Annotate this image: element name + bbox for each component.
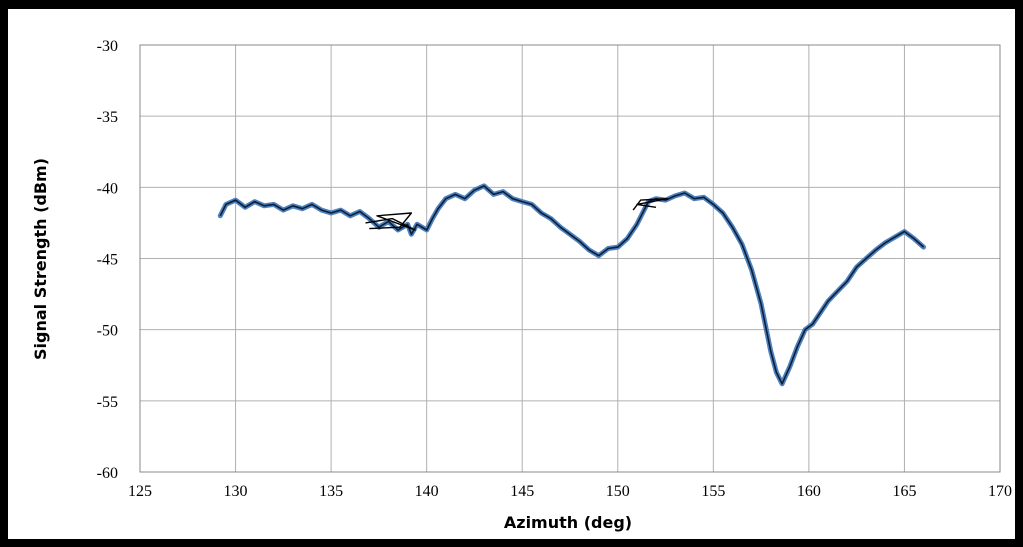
y-tick-label: -55 <box>97 394 118 411</box>
series-layer <box>217 183 927 387</box>
x-tick-label: 150 <box>606 483 630 500</box>
y-tick-label: -35 <box>97 109 118 126</box>
series-line-wide <box>217 183 927 387</box>
y-tick-label: -30 <box>97 38 118 55</box>
x-tick-label: 145 <box>510 483 534 500</box>
plot-area <box>139 44 1001 473</box>
plot-border <box>139 44 1001 473</box>
overlay-trace <box>632 198 669 211</box>
x-tick-label: 125 <box>128 483 152 500</box>
grid <box>139 44 1001 473</box>
y-tick-label: -50 <box>97 323 118 340</box>
y-axis-title: Signal Strength (dBm) <box>31 158 50 360</box>
x-tick-label: 140 <box>415 483 439 500</box>
y-tick-label: -60 <box>97 465 118 482</box>
x-tick-label: 135 <box>319 483 343 500</box>
series-line-core <box>219 185 925 385</box>
overlay-trace <box>365 212 416 231</box>
x-tick-label: 130 <box>224 483 248 500</box>
y-tick-label: -40 <box>97 180 118 197</box>
overlay-layer <box>365 198 669 231</box>
x-tick-label: 160 <box>797 483 821 500</box>
y-tick-label: -45 <box>97 252 118 269</box>
x-tick-labels: 125 130 135 140 145 150 155 160 165 170 <box>128 483 1012 500</box>
x-tick-label: 170 <box>988 483 1012 500</box>
x-axis-title: Azimuth (deg) <box>504 513 632 532</box>
x-tick-label: 155 <box>701 483 725 500</box>
x-tick-label: 165 <box>892 483 916 500</box>
y-tick-labels: -30 -35 -40 -45 -50 -55 -60 <box>97 38 118 482</box>
